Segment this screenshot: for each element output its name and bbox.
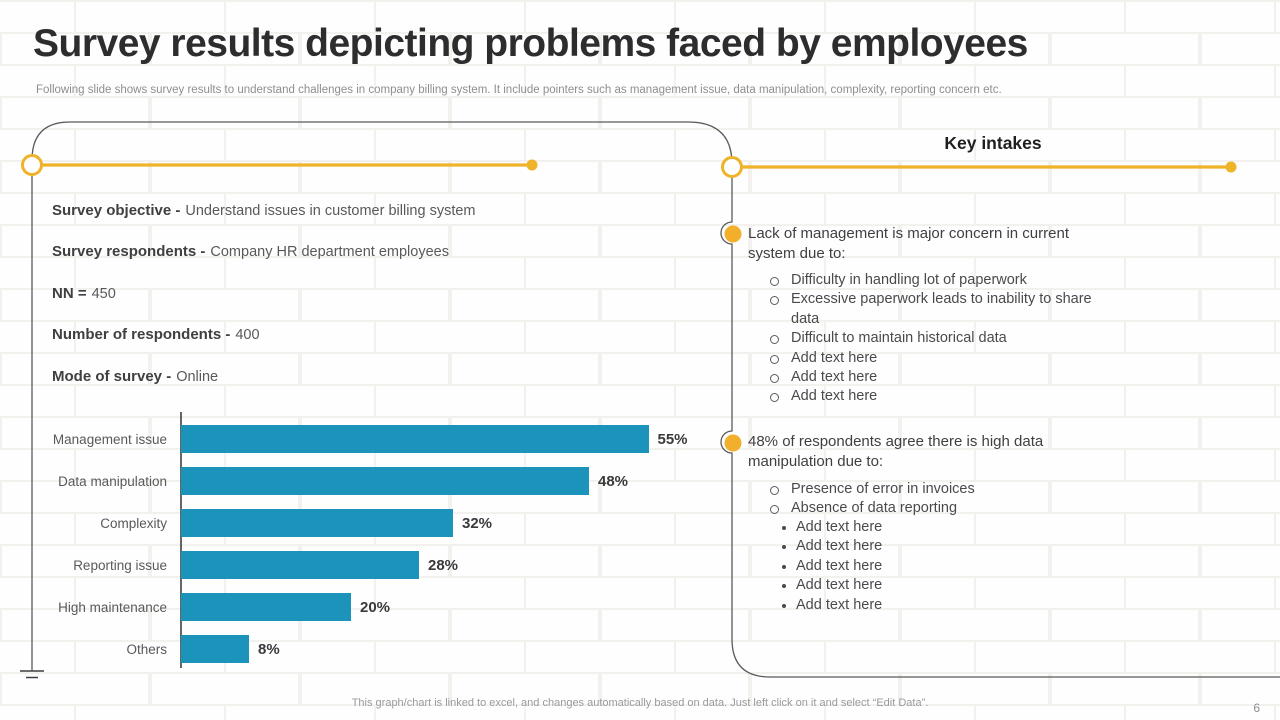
circle-bullet-icon (770, 354, 779, 364)
key-intake-sublist: Difficulty in handling lot of paperwork … (763, 271, 1095, 407)
chart-bar (181, 635, 249, 663)
chart-value-label: 55% (657, 430, 688, 448)
circle-bullet-icon (770, 374, 779, 384)
chart-category-label: Others (126, 641, 167, 657)
list-item: Difficult to maintain historical data (763, 329, 1095, 348)
circle-bullet-icon (770, 277, 779, 286)
chart-bar (181, 593, 351, 621)
list-item: Add text here (775, 537, 1085, 556)
list-item: Add text here (775, 576, 1085, 595)
page-number: 6 (1253, 701, 1260, 715)
survey-info-item: Survey respondents - Company HR departmen… (52, 243, 476, 284)
key-intake-subsublist: Add text here Add text here Add text her… (775, 518, 1085, 615)
info-label: Survey objective - (52, 202, 181, 219)
list-item-text: Add text here (796, 519, 883, 535)
slide-subtitle: Following slide shows survey results to … (36, 84, 1002, 96)
dot-bullet-icon (782, 584, 786, 589)
list-item-text: Add text here (791, 369, 878, 386)
chart-row: High maintenance 20% (44, 593, 390, 621)
list-item-text: Difficulty in handling lot of paperwork (791, 272, 1027, 288)
list-item: Absence of data reporting (763, 499, 1095, 518)
list-item-text: Absence of data reporting (791, 500, 958, 517)
list-item-text: Difficult to maintain historical data (791, 330, 1007, 347)
info-value: Company HR department employees (210, 244, 449, 261)
chart-category-label: Complexity (100, 515, 167, 531)
list-item: Add text here (775, 557, 1085, 576)
list-item: Excessive paperwork leads to inability t… (763, 290, 1095, 329)
list-item: Add text here (763, 387, 1095, 406)
chart-value-label: 28% (428, 556, 459, 574)
key-intake-point: Lack of management is major concern in c… (748, 225, 1069, 262)
list-item: Add text here (763, 349, 1095, 368)
circle-bullet-icon (770, 393, 779, 403)
chart-category-label: Data manipulation (58, 473, 167, 489)
chart-bar (181, 509, 453, 537)
chart-bar (181, 425, 649, 453)
key-intake-point: 48% of respondents agree there is high d… (748, 433, 1044, 470)
info-value: 400 (235, 327, 260, 344)
info-value: Online (176, 368, 219, 385)
circle-bullet-icon (770, 505, 779, 515)
list-item-text: Add text here (791, 388, 878, 405)
list-item-text: Add text here (796, 577, 883, 594)
info-value: 450 (91, 285, 116, 302)
list-item: Presence of error in invoices (763, 480, 1095, 499)
chart-value-label: 8% (258, 640, 280, 658)
list-item-text: Add text here (791, 349, 878, 366)
chart-bar (181, 467, 589, 495)
chart-value-label: 20% (360, 598, 391, 616)
info-label: Number of respondents - (52, 326, 231, 344)
list-item: Add text here (775, 518, 1085, 537)
circle-bullet-icon (770, 296, 779, 306)
chart-bar (181, 551, 419, 579)
list-item: Add text here (775, 596, 1085, 615)
info-label: Survey respondents - (52, 243, 206, 261)
chart-category-label: Management issue (52, 431, 167, 447)
survey-info-list: Survey objective - Understand issues in c… (52, 202, 476, 409)
list-item-text: Presence of error in invoices (791, 481, 975, 497)
slide-title: Survey results depicting problems faced … (33, 22, 1028, 65)
chart-category-label: Reporting issue (73, 557, 167, 573)
dot-bullet-icon (782, 526, 786, 530)
chart-category-label: High maintenance (58, 599, 167, 615)
key-intake-sublist: Presence of error in invoices Absence of… (763, 480, 1095, 519)
survey-info-item: Mode of survey - Online (52, 368, 476, 409)
key-intakes-title: Key intakes (944, 133, 1042, 153)
chart-row: Management issue 55% (44, 425, 688, 453)
chart-value-label: 32% (462, 514, 493, 532)
list-item-text: Add text here (796, 596, 883, 613)
circle-bullet-icon (770, 486, 779, 495)
info-label: Mode of survey - (52, 367, 172, 385)
survey-info-item: Number of respondents -400 (52, 326, 476, 367)
info-label: NN = (52, 284, 87, 302)
survey-info-item: NN = 450 (52, 285, 476, 326)
chart-row: Reporting issue 28% (44, 551, 458, 579)
chart-row: Data manipulation 48% (44, 467, 628, 495)
dot-bullet-icon (782, 545, 786, 550)
list-item: Add text here (763, 368, 1095, 387)
dot-bullet-icon (782, 603, 786, 608)
list-item-text: Add text here (796, 538, 883, 555)
footer-note: This graph/chart is linked to excel, and… (351, 697, 929, 709)
circle-bullet-icon (770, 335, 779, 345)
list-item-text: Add text here (796, 557, 883, 574)
dot-bullet-icon (782, 564, 786, 569)
list-item: Difficulty in handling lot of paperwork (763, 271, 1095, 290)
chart-row: Complexity 32% (44, 509, 492, 537)
list-item-text: Excessive paperwork leads to inability t… (791, 291, 1092, 327)
chart-row: Others 8% (44, 635, 280, 663)
info-value: Understand issues in customer billing sy… (185, 203, 476, 219)
bar-chart[interactable]: Management issue 55% Data manipulation 48% C… (44, 425, 724, 668)
chart-value-label: 48% (598, 472, 629, 490)
survey-info-item: Survey objective - Understand issues in c… (52, 202, 476, 243)
